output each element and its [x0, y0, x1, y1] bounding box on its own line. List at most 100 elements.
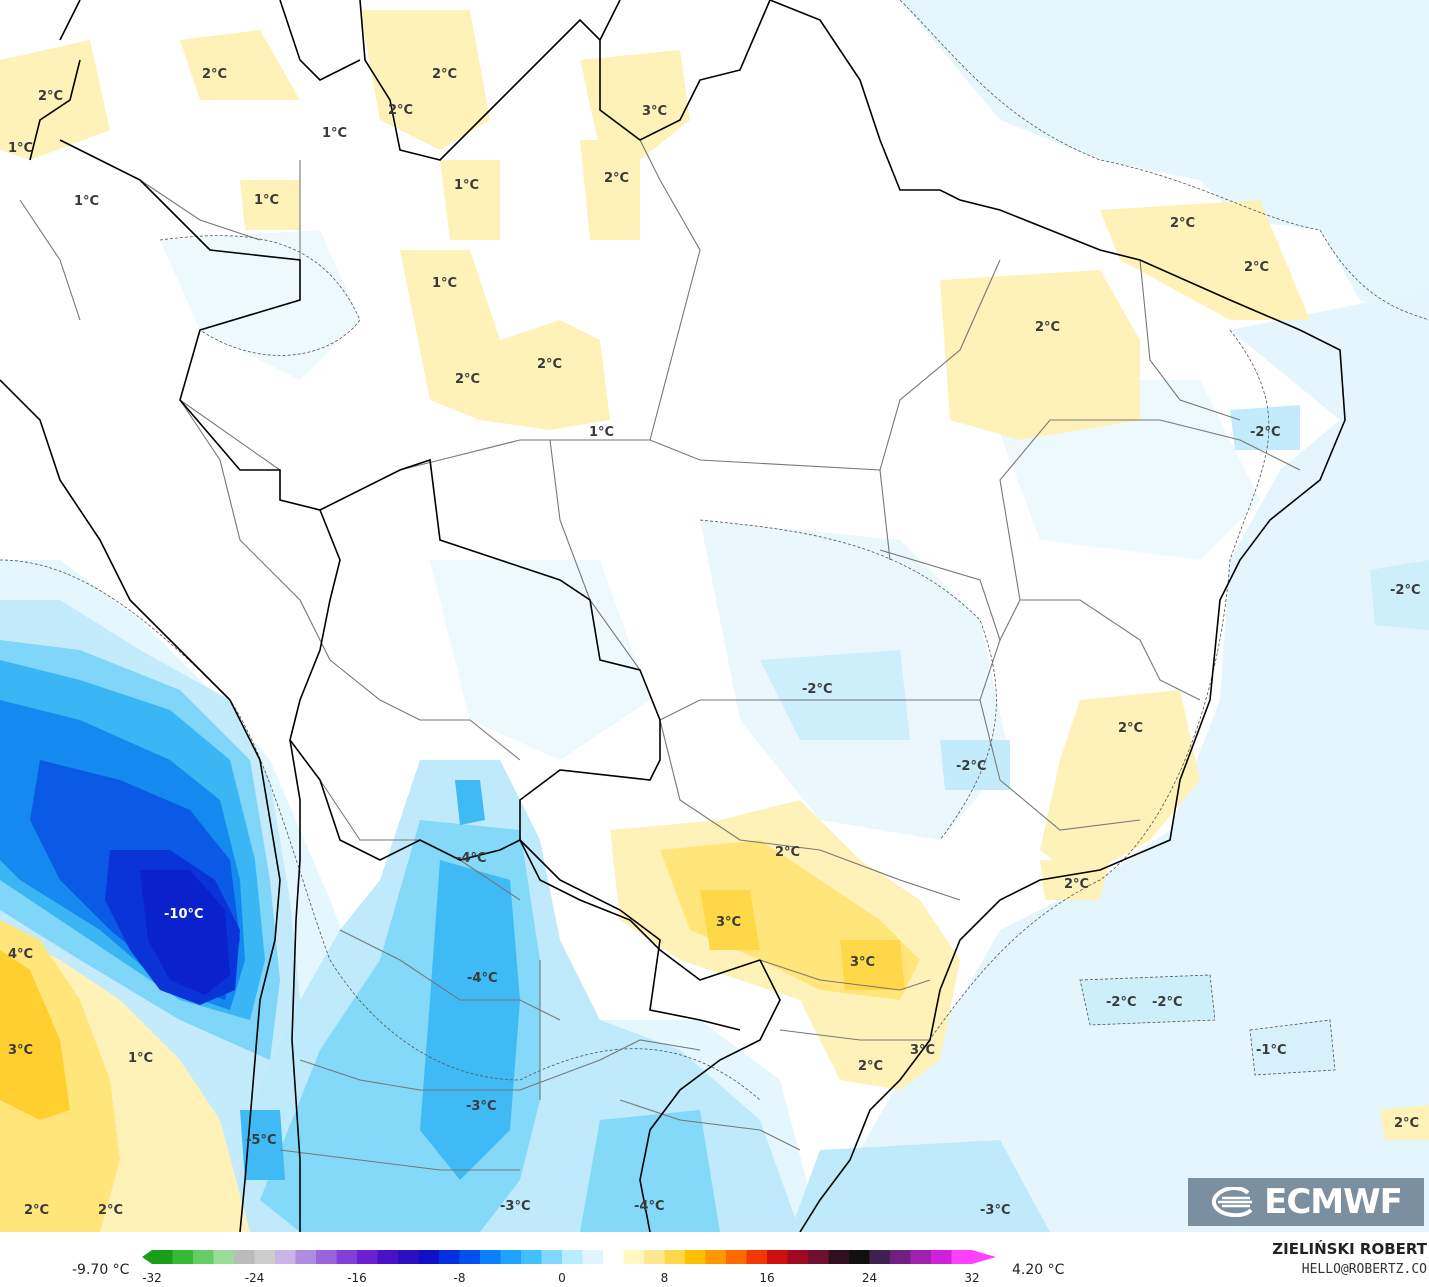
temp-label: -3°C	[500, 1199, 530, 1214]
temp-label: 2°C	[537, 357, 562, 372]
temp-label: 3°C	[8, 1043, 33, 1058]
color-scale-segment	[459, 1250, 481, 1264]
color-scale-segment	[767, 1250, 788, 1264]
color-scale-segment	[685, 1250, 706, 1264]
color-scale-segment	[603, 1250, 624, 1264]
color-scale-segment	[418, 1250, 440, 1264]
color-scale-segment	[828, 1250, 850, 1264]
ecmwf-wordmark: ECMWF	[1264, 1182, 1403, 1222]
color-scale-segment	[439, 1250, 460, 1264]
color-scale-segment	[172, 1250, 194, 1264]
temp-label: 3°C	[850, 955, 875, 970]
temp-label: 2°C	[1244, 260, 1269, 275]
color-scale-segment	[726, 1250, 747, 1264]
color-scale-segment	[931, 1250, 952, 1264]
color-scale-segment	[213, 1250, 235, 1264]
color-scale-tick-label: 8	[660, 1271, 669, 1285]
country-borders	[0, 0, 1346, 1232]
temp-label: -3°C	[980, 1203, 1010, 1218]
color-scale-segment	[808, 1250, 829, 1264]
author-email: HELLO@ROBERTZ.CO	[1301, 1262, 1427, 1277]
color-scale-segment	[623, 1250, 645, 1264]
color-scale-segment	[705, 1250, 727, 1264]
temp-label: 2°C	[455, 372, 480, 387]
temp-label: 2°C	[1064, 877, 1089, 892]
temp-label: 2°C	[858, 1059, 883, 1074]
temp-label: 1°C	[74, 194, 99, 209]
color-scale-segment	[500, 1250, 522, 1264]
temp-label: 2°C	[1118, 721, 1143, 736]
temp-label: 2°C	[388, 103, 413, 118]
temp-label: 2°C	[38, 89, 63, 104]
color-scale-segment	[951, 1250, 973, 1264]
color-scale-tick-label: 16	[759, 1271, 775, 1285]
temp-label: -2°C	[956, 759, 986, 774]
color-scale-segment	[582, 1250, 604, 1264]
temp-label: -10°C	[164, 907, 204, 922]
temp-label: -5°C	[246, 1133, 276, 1148]
color-scale-bar	[142, 1250, 996, 1264]
temp-label: 3°C	[642, 104, 667, 119]
temp-label: -4°C	[467, 971, 497, 986]
color-scale-tick-label: -16	[347, 1271, 367, 1285]
temp-label: 1°C	[322, 126, 347, 141]
color-scale-segment	[849, 1250, 870, 1264]
temperature-labels: 2°C 2°C 1°C 2°C 2°C 1°C 3°C 1°C 1°C 1°C …	[8, 67, 1420, 1218]
color-scale-segment	[787, 1250, 809, 1264]
temp-label: 2°C	[98, 1203, 123, 1218]
warm-anomaly-shading	[0, 10, 1310, 1232]
temp-label: 1°C	[8, 141, 33, 156]
temp-label: 2°C	[1170, 216, 1195, 231]
temp-label: -2°C	[1390, 583, 1420, 598]
contour-lines	[0, 0, 1429, 1101]
temp-label: 1°C	[128, 1051, 153, 1066]
color-scale-min-arrow	[142, 1250, 152, 1264]
color-scale-segment	[234, 1250, 255, 1264]
legend-min-value: -9.70 °C	[72, 1262, 130, 1278]
color-scale-tick-label: -8	[453, 1271, 466, 1285]
temp-label: 2°C	[24, 1203, 49, 1218]
color-scale-segment	[398, 1250, 419, 1264]
temp-label: -4°C	[634, 1199, 664, 1214]
legend-max-value: 4.20 °C	[1012, 1262, 1065, 1278]
ecmwf-mark-icon	[1210, 1187, 1256, 1217]
temp-label: 2°C	[432, 67, 457, 82]
temp-label: -2°C	[802, 682, 832, 697]
color-scale-segment	[644, 1250, 665, 1264]
ocean-anomaly-shading	[820, 0, 1429, 1232]
color-scale-segment	[377, 1250, 399, 1264]
color-scale-segment	[275, 1250, 296, 1264]
color-scale-segment	[152, 1250, 173, 1264]
color-scale-segment	[357, 1250, 378, 1264]
temp-label: 2°C	[775, 845, 800, 860]
color-scale-tick-label: 0	[558, 1271, 566, 1285]
temp-label: 1°C	[254, 193, 279, 208]
temp-label: 4°C	[8, 947, 33, 962]
color-scale-segment	[746, 1250, 768, 1264]
color-scale-segment	[336, 1250, 358, 1264]
color-scale-segment	[562, 1250, 583, 1264]
temp-label: 2°C	[1394, 1116, 1419, 1131]
temp-label: 3°C	[716, 915, 741, 930]
color-scale-segment	[541, 1250, 563, 1264]
color-scale-tick-label: 32	[964, 1271, 980, 1285]
temp-label: -4°C	[456, 851, 486, 866]
temp-label: 1°C	[454, 178, 479, 193]
temp-label: -2°C	[1152, 995, 1182, 1010]
color-scale-segment	[316, 1250, 337, 1264]
color-scale-tick-label: 24	[861, 1271, 878, 1285]
color-scale-tick-label: -24	[244, 1271, 265, 1285]
color-scale-segment	[890, 1250, 911, 1264]
temp-label: -1°C	[1256, 1043, 1286, 1058]
ecmwf-logo: ECMWF	[1188, 1178, 1424, 1226]
temp-label: -2°C	[1250, 425, 1280, 440]
cold-anomaly-shading	[0, 600, 1050, 1232]
temp-label: -2°C	[1106, 995, 1136, 1010]
temp-label: 2°C	[202, 67, 227, 82]
color-scale-segment	[869, 1250, 891, 1264]
color-scale-segment	[295, 1250, 317, 1264]
temp-label: 1°C	[589, 425, 614, 440]
color-scale-max-arrow	[972, 1250, 996, 1264]
color-scale-segment	[664, 1250, 686, 1264]
temp-label: 3°C	[910, 1043, 935, 1058]
